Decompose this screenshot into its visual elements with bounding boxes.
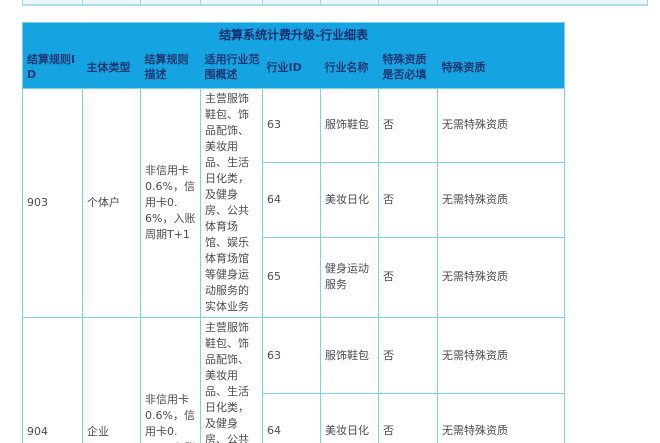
col-header-entity-type: 主体类型 (82, 46, 141, 89)
special-qualification-cell: 无需特殊资质 (436, 161, 566, 238)
column-separator (22, 0, 23, 6)
industry-name-cell: 美妆日化 (320, 161, 379, 238)
industry-id-cell: 64 (262, 161, 321, 238)
industry-id-cell: 63 (262, 316, 321, 395)
column-separator (140, 0, 141, 6)
special-required-cell: 否 (378, 236, 438, 319)
column-separator (378, 0, 379, 6)
special-qualification-cell: 无需特殊资质 (436, 236, 566, 319)
column-separator (200, 0, 201, 6)
special-required-cell: 否 (378, 161, 438, 238)
entity-type-cell: 个体户 (82, 88, 141, 318)
special-qualification-cell: 无需特殊资质 (436, 316, 566, 395)
billing-industry-table: 结算系统计费升级-行业细表 结算规则ID 主体类型 结算规则描述 适用行业范围概… (22, 22, 566, 443)
column-separator (647, 0, 648, 6)
special-qualification-cell: 无需特殊资质 (436, 88, 566, 163)
column-separator (262, 0, 263, 6)
industry-scope-cell: 主营服饰鞋包、饰品配饰、美妆用品、生活日化类，及健身房、公共体育场馆、娱乐体育场… (200, 88, 263, 318)
industry-scope-cell: 主营服饰鞋包、饰品配饰、美妆用品、生活日化类，及健身房、公共体育场馆、娱乐体育场… (200, 317, 263, 443)
table-row: 903 个体户 非信用卡0.6%，信用卡0.6%，入账周期T+1 主营服饰鞋包、… (22, 88, 566, 318)
table-row: 65 健身运动服务 否 无需特殊资质 (23, 236, 566, 319)
industry-name-cell: 服饰鞋包 (320, 316, 379, 395)
col-header-special-qualification: 特殊资质 (437, 46, 565, 89)
rule-id-cell: 904 (22, 317, 83, 443)
table-row: 904 企业 非信用卡0.6%，信用卡0.6%，入账周期T+1 主营服饰鞋包、饰… (22, 316, 566, 443)
col-header-special-required: 特殊资质是否必填 (378, 46, 438, 89)
industry-id-cell: 65 (262, 236, 321, 319)
entity-type-cell: 企业 (82, 317, 141, 443)
rule-desc-cell: 非信用卡0.6%，信用卡0.6%，入账周期T+1 (140, 88, 201, 318)
special-qualification-cell: 无需特殊资质 (436, 393, 566, 443)
rule-desc-cell: 非信用卡0.6%，信用卡0.6%，入账周期T+1 (140, 317, 201, 443)
col-header-rule-desc: 结算规则描述 (140, 46, 201, 89)
industry-name-cell: 美妆日化 (320, 393, 379, 443)
industry-name-cell: 健身运动服务 (320, 236, 379, 319)
col-header-industry-name: 行业名称 (320, 46, 379, 89)
column-separator (320, 0, 321, 6)
industry-id-cell: 64 (262, 393, 321, 443)
table-title: 结算系统计费升级-行业细表 (22, 22, 565, 46)
col-header-industry-scope: 适用行业范围概述 (200, 46, 263, 89)
column-separator (437, 0, 438, 6)
special-required-cell: 否 (378, 88, 438, 163)
column-separator (82, 0, 83, 6)
col-header-rule-id: 结算规则ID (22, 46, 83, 89)
special-required-cell: 否 (378, 316, 438, 395)
table-row: 64 美妆日化 否 无需特殊资质 (23, 393, 566, 443)
cropped-upper-table-edge (22, 0, 648, 6)
industry-name-cell: 服饰鞋包 (320, 88, 379, 163)
col-header-industry-id: 行业ID (262, 46, 321, 89)
industry-id-cell: 63 (262, 88, 321, 163)
special-required-cell: 否 (378, 393, 438, 443)
rule-id-cell: 903 (22, 88, 83, 318)
